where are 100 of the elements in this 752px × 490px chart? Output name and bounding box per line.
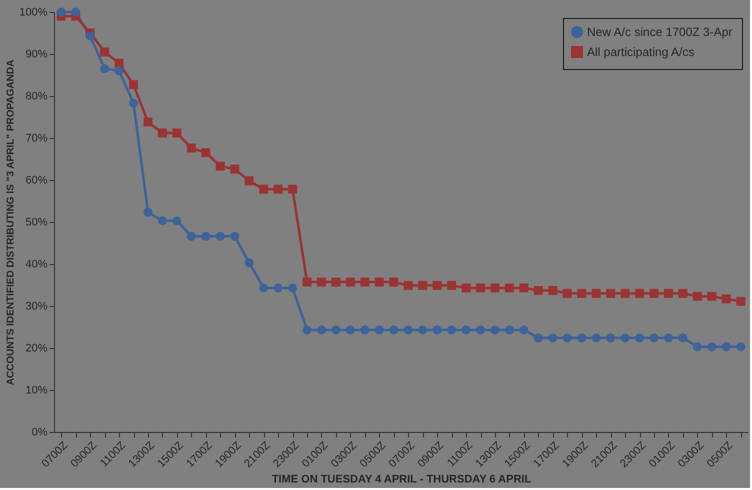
point bbox=[186, 232, 196, 241]
point bbox=[317, 325, 326, 334]
point bbox=[462, 325, 471, 334]
point bbox=[418, 325, 428, 334]
point bbox=[432, 280, 442, 290]
point bbox=[100, 47, 110, 56]
x-axis-title: TIME ON TUESDAY 4 APRIL - THURSDAY 6 APRIL bbox=[272, 473, 532, 486]
point bbox=[201, 148, 210, 158]
point bbox=[389, 325, 398, 334]
point bbox=[100, 64, 110, 74]
point bbox=[374, 278, 384, 287]
point bbox=[56, 8, 66, 16]
y-tick-label: 90% bbox=[25, 48, 48, 60]
point bbox=[432, 325, 442, 334]
point bbox=[129, 98, 138, 108]
point bbox=[620, 333, 630, 342]
y-tick-label: 10% bbox=[25, 384, 48, 396]
point bbox=[346, 325, 355, 334]
point bbox=[490, 325, 500, 334]
point bbox=[476, 325, 485, 334]
point bbox=[201, 232, 210, 241]
point bbox=[144, 118, 152, 127]
y-tick-label: 40% bbox=[25, 258, 48, 270]
y-tick-label: 20% bbox=[25, 342, 48, 354]
point bbox=[71, 8, 80, 16]
point bbox=[635, 333, 644, 342]
point bbox=[504, 325, 514, 334]
point bbox=[650, 288, 658, 298]
y-tick-label: 80% bbox=[25, 90, 48, 102]
point bbox=[331, 325, 340, 334]
point bbox=[186, 144, 196, 153]
point bbox=[606, 288, 616, 298]
point bbox=[418, 280, 428, 290]
point bbox=[274, 184, 283, 194]
point bbox=[259, 283, 268, 292]
point bbox=[447, 325, 456, 334]
point bbox=[678, 333, 688, 342]
point bbox=[722, 294, 731, 304]
point bbox=[650, 333, 658, 342]
point bbox=[664, 288, 673, 298]
point bbox=[244, 176, 254, 186]
point bbox=[562, 333, 572, 342]
point bbox=[736, 296, 746, 306]
point bbox=[172, 216, 182, 226]
point bbox=[577, 288, 586, 298]
point bbox=[374, 325, 384, 334]
point bbox=[230, 164, 240, 174]
point bbox=[346, 278, 355, 287]
point bbox=[707, 342, 716, 352]
y-tick-label: 70% bbox=[25, 132, 48, 144]
point bbox=[144, 208, 152, 217]
y-tick-label: 0% bbox=[32, 426, 48, 438]
point bbox=[462, 283, 471, 292]
point bbox=[592, 333, 601, 342]
point bbox=[504, 283, 514, 292]
point bbox=[548, 333, 558, 342]
point bbox=[635, 288, 644, 298]
point bbox=[302, 278, 312, 287]
point bbox=[216, 162, 225, 171]
point bbox=[158, 128, 167, 138]
point bbox=[158, 216, 167, 226]
point bbox=[216, 232, 225, 241]
point bbox=[114, 66, 124, 76]
legend-label: New A/c since 1700Z 3-Apr bbox=[587, 25, 732, 39]
point bbox=[490, 283, 500, 292]
point bbox=[288, 184, 298, 194]
point bbox=[548, 286, 558, 295]
point bbox=[678, 288, 688, 298]
point bbox=[302, 325, 312, 334]
point bbox=[692, 292, 702, 301]
point bbox=[331, 278, 340, 287]
point bbox=[447, 280, 456, 290]
point bbox=[404, 325, 413, 334]
point bbox=[114, 58, 124, 68]
y-tick-label: 50% bbox=[25, 216, 48, 228]
point bbox=[707, 292, 716, 301]
point bbox=[360, 278, 370, 287]
point bbox=[620, 288, 630, 298]
point bbox=[519, 325, 528, 334]
point bbox=[230, 232, 240, 241]
y-tick-label: 30% bbox=[25, 300, 48, 312]
point bbox=[129, 80, 138, 90]
point bbox=[664, 333, 673, 342]
y-tick-label: 100% bbox=[19, 6, 48, 18]
point bbox=[172, 128, 182, 138]
point bbox=[274, 283, 283, 292]
point bbox=[534, 333, 543, 342]
y-tick-label: 60% bbox=[25, 174, 48, 186]
point bbox=[592, 288, 601, 298]
y-axis-title: ACCOUNTS IDENTIFIED DISTRIBUTING IS "3 APRIL" PROPAGANDA bbox=[5, 60, 16, 386]
point bbox=[404, 280, 413, 290]
point bbox=[534, 286, 543, 295]
point bbox=[722, 342, 731, 352]
point bbox=[519, 283, 528, 292]
point bbox=[259, 184, 268, 194]
point bbox=[288, 283, 298, 292]
point bbox=[606, 333, 616, 342]
point bbox=[244, 258, 254, 268]
point bbox=[692, 342, 702, 352]
point bbox=[736, 342, 746, 352]
